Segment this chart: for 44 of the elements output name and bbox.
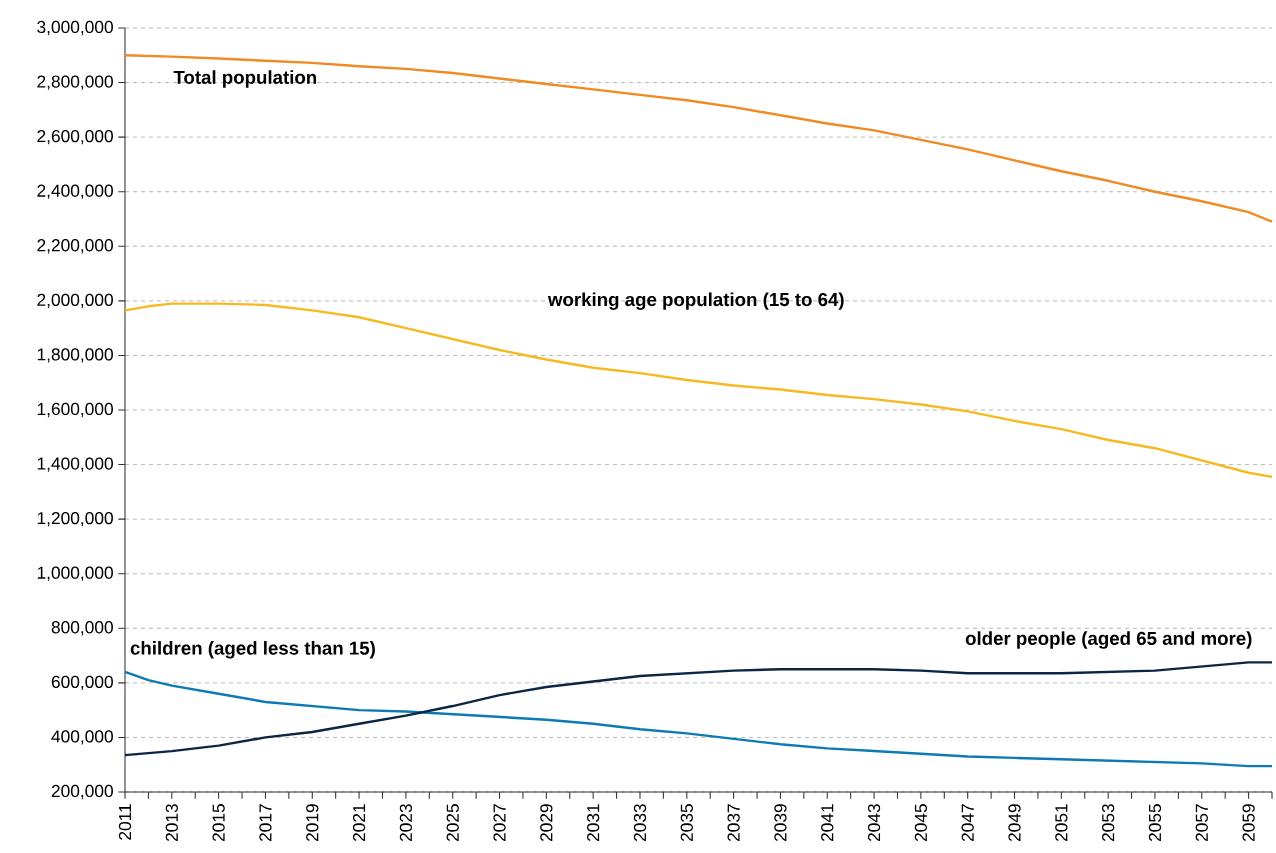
x-tick-label: 2049 xyxy=(1008,804,1021,842)
x-tick-label: 2059 xyxy=(1242,804,1255,842)
x-tick-label: 2015 xyxy=(212,804,225,842)
y-tick-label: 600,000 xyxy=(51,675,113,691)
x-tick-label: 2039 xyxy=(774,804,787,842)
x-tick-label: 2055 xyxy=(1148,804,1162,842)
x-tick-label: 2053 xyxy=(1102,804,1115,842)
y-tick-label: 400,000 xyxy=(51,730,113,745)
x-tick-label: 2051 xyxy=(1055,804,1068,842)
y-tick-label: 1,200,000 xyxy=(37,511,113,527)
x-tick-label: 2041 xyxy=(821,804,834,842)
y-tick-label: 2,800,000 xyxy=(37,75,113,90)
x-tick-label: 2033 xyxy=(633,804,647,842)
x-tick-label: 2027 xyxy=(493,804,506,842)
y-tick-label: 3,000,000 xyxy=(37,20,113,36)
x-tick-label: 2047 xyxy=(961,804,974,842)
series-label: Total population xyxy=(173,70,317,88)
y-tick-label: 2,400,000 xyxy=(37,184,113,199)
series-label: children (aged less than 15) xyxy=(130,641,375,659)
x-tick-label: 2029 xyxy=(540,804,553,842)
y-tick-label: 2,600,000 xyxy=(37,129,113,145)
x-tick-label: 2021 xyxy=(352,804,366,842)
y-tick-label: 1,400,000 xyxy=(37,457,113,472)
series-label: older people (aged 65 and more) xyxy=(965,631,1252,649)
x-tick-label: 2019 xyxy=(306,804,319,842)
y-tick-label: 1,600,000 xyxy=(37,402,113,418)
x-tick-label: 2013 xyxy=(165,804,178,842)
x-tick-label: 2011 xyxy=(118,804,132,840)
y-tick-label: 800,000 xyxy=(51,621,113,636)
x-tick-label: 2031 xyxy=(587,804,600,842)
y-tick-label: 1,800,000 xyxy=(37,348,113,363)
x-tick-label: 2025 xyxy=(446,804,459,842)
x-tick-label: 2035 xyxy=(680,804,693,842)
y-tick-label: 2,200,000 xyxy=(37,239,113,254)
y-tick-label: 2,000,000 xyxy=(37,293,113,309)
x-tick-label: 2057 xyxy=(1195,804,1208,842)
x-tick-label: 2017 xyxy=(259,804,272,842)
x-tick-label: 2045 xyxy=(914,804,928,842)
x-tick-label: 2043 xyxy=(867,804,881,842)
y-tick-label: 1,000,000 xyxy=(37,566,113,581)
x-tick-label: 2037 xyxy=(727,804,740,842)
x-tick-label: 2023 xyxy=(399,804,413,842)
y-tick-label: 200,000 xyxy=(51,784,113,800)
text: working age population (15 to 64) xyxy=(547,292,844,310)
